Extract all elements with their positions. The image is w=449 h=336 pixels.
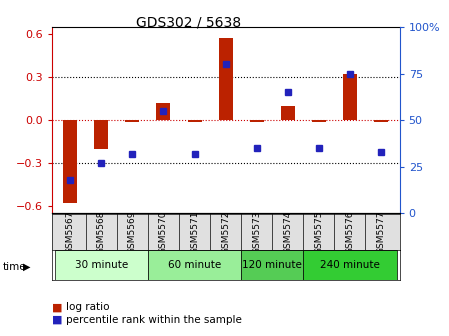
Text: GSM5569: GSM5569 — [128, 210, 137, 254]
Text: GSM5574: GSM5574 — [283, 210, 292, 254]
FancyBboxPatch shape — [55, 250, 148, 280]
Text: GSM5576: GSM5576 — [345, 210, 354, 254]
Text: GSM5573: GSM5573 — [252, 210, 261, 254]
Text: ■: ■ — [52, 302, 62, 312]
Bar — [94, 120, 108, 149]
Bar — [157, 103, 171, 120]
Text: ▶: ▶ — [23, 262, 31, 272]
FancyBboxPatch shape — [241, 250, 303, 280]
Text: GSM5571: GSM5571 — [190, 210, 199, 254]
Bar — [250, 120, 264, 122]
Text: 240 minute: 240 minute — [320, 260, 380, 270]
Bar — [281, 106, 295, 120]
Text: GSM5575: GSM5575 — [314, 210, 323, 254]
Text: time: time — [2, 262, 26, 272]
Bar — [63, 120, 77, 203]
Bar — [312, 120, 326, 122]
Text: 30 minute: 30 minute — [75, 260, 128, 270]
Text: 120 minute: 120 minute — [242, 260, 302, 270]
FancyBboxPatch shape — [303, 250, 396, 280]
Text: 60 minute: 60 minute — [168, 260, 221, 270]
Text: ■: ■ — [52, 315, 62, 325]
Bar — [219, 38, 233, 120]
Text: GSM5577: GSM5577 — [376, 210, 386, 254]
Text: GDS302 / 5638: GDS302 / 5638 — [136, 15, 241, 29]
Bar — [374, 120, 388, 122]
Text: GSM5570: GSM5570 — [159, 210, 168, 254]
Text: GSM5567: GSM5567 — [66, 210, 75, 254]
Text: log ratio: log ratio — [66, 302, 110, 312]
Text: percentile rank within the sample: percentile rank within the sample — [66, 315, 242, 325]
Bar — [125, 120, 139, 122]
FancyBboxPatch shape — [148, 250, 241, 280]
Text: GSM5572: GSM5572 — [221, 210, 230, 254]
Text: GSM5568: GSM5568 — [97, 210, 106, 254]
Bar — [343, 74, 357, 120]
Bar — [188, 120, 202, 122]
